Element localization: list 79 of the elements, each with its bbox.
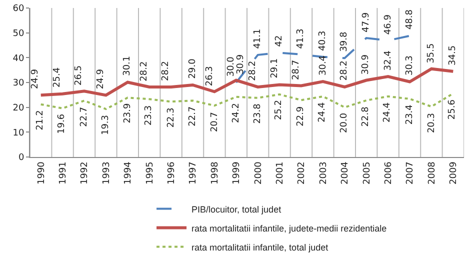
x-tick-label: 1997: [188, 162, 199, 185]
data-label: 19.6: [57, 114, 68, 134]
x-tick-label: 2004: [340, 161, 351, 185]
y-tick-label: 40: [12, 54, 24, 64]
data-label: 28.2: [248, 60, 258, 81]
x-tick-label: 2003: [318, 162, 329, 185]
data-label: 23.4: [404, 104, 415, 125]
data-label: 24.4: [382, 102, 393, 122]
x-tick-label: 1992: [80, 162, 90, 185]
data-label: 26.5: [74, 65, 84, 86]
x-tick-label: 1990: [36, 161, 47, 185]
y-tick-label: 10: [12, 128, 24, 138]
x-tick-label: 2009: [449, 161, 460, 185]
data-label: 35.5: [426, 43, 437, 64]
y-tick-label: 60: [12, 4, 24, 14]
x-tick-label: 1996: [166, 161, 177, 185]
data-label: 30.3: [404, 55, 415, 76]
data-label: 30.0: [226, 56, 237, 77]
y-tick-label: 30: [12, 78, 24, 89]
data-label: 39.8: [339, 31, 350, 52]
data-label: 23.8: [252, 103, 263, 124]
data-label: 22.7: [188, 106, 198, 126]
data-label: 25.4: [52, 67, 63, 88]
data-label: 29.0: [188, 58, 198, 79]
data-label: 47.9: [361, 12, 372, 32]
data-label: 30.9: [361, 54, 372, 75]
data-label: 41.1: [252, 28, 263, 49]
data-label: 42: [274, 35, 284, 47]
data-label: 29.1: [270, 58, 280, 78]
y-tick-label: 50: [12, 28, 24, 39]
data-label: 48.8: [404, 9, 415, 30]
data-label: 19.3: [100, 114, 111, 136]
y-tick-label: 0: [18, 153, 24, 164]
data-label: 21.2: [36, 110, 46, 130]
data-label: 22.7: [80, 106, 90, 127]
data-label: 30.4: [318, 55, 328, 76]
x-tick-label: 2001: [275, 162, 286, 185]
data-label: 40.3: [318, 30, 328, 51]
data-label: 25.2: [274, 100, 284, 120]
data-label: 22.3: [166, 108, 176, 128]
data-label: 24.9: [30, 68, 41, 90]
x-tick-label: 2000: [254, 161, 264, 185]
data-label: 22.8: [360, 106, 371, 127]
data-label: 20.0: [339, 112, 350, 133]
x-tick-label: 1998: [210, 161, 220, 185]
x-tick-label: 1999: [232, 161, 242, 185]
x-tick-label: 1995: [145, 162, 156, 185]
x-tick-label: 1994: [124, 161, 134, 185]
data-label: 32.4: [384, 50, 394, 71]
data-label: 20.3: [426, 112, 437, 134]
data-label: 28.7: [292, 60, 302, 80]
x-tick-label: 2006: [384, 161, 394, 185]
data-label: 24.2: [231, 103, 242, 124]
legend-label: PIB/locuitor, total judet: [192, 204, 282, 214]
x-tick-label: 2002: [297, 162, 308, 185]
data-label: 22.9: [296, 106, 306, 126]
x-tick-label: 1993: [102, 162, 112, 185]
data-label: 28.2: [340, 60, 350, 81]
data-label: 25.6: [448, 99, 458, 120]
x-tick-label: 2007: [406, 162, 416, 185]
data-label: 24.4: [318, 102, 328, 122]
data-label: 28.2: [139, 61, 150, 82]
data-label: 34.5: [448, 45, 458, 66]
data-label: 41.3: [296, 28, 306, 49]
x-tick-label: 2008: [427, 161, 438, 185]
data-label: 24.9: [96, 68, 106, 90]
y-tick-label: 20: [12, 103, 24, 114]
data-label: 23.3: [144, 105, 154, 126]
data-label: 30.9: [236, 54, 246, 74]
x-tick-label: 1991: [58, 162, 68, 185]
x-tick-label: 2005: [362, 162, 372, 185]
data-label: 20.7: [210, 112, 220, 132]
legend-label: rata mortalitatii infantile, total judet: [192, 242, 329, 252]
data-label: 26.3: [204, 66, 215, 86]
data-label: 30.1: [122, 56, 132, 76]
data-label: 46.9: [384, 14, 394, 35]
legend-label: rata mortalitatii infantile, judete-medii rezidentiale: [192, 223, 387, 234]
data-label: 28.2: [161, 60, 172, 82]
data-label: 23.9: [123, 102, 133, 124]
